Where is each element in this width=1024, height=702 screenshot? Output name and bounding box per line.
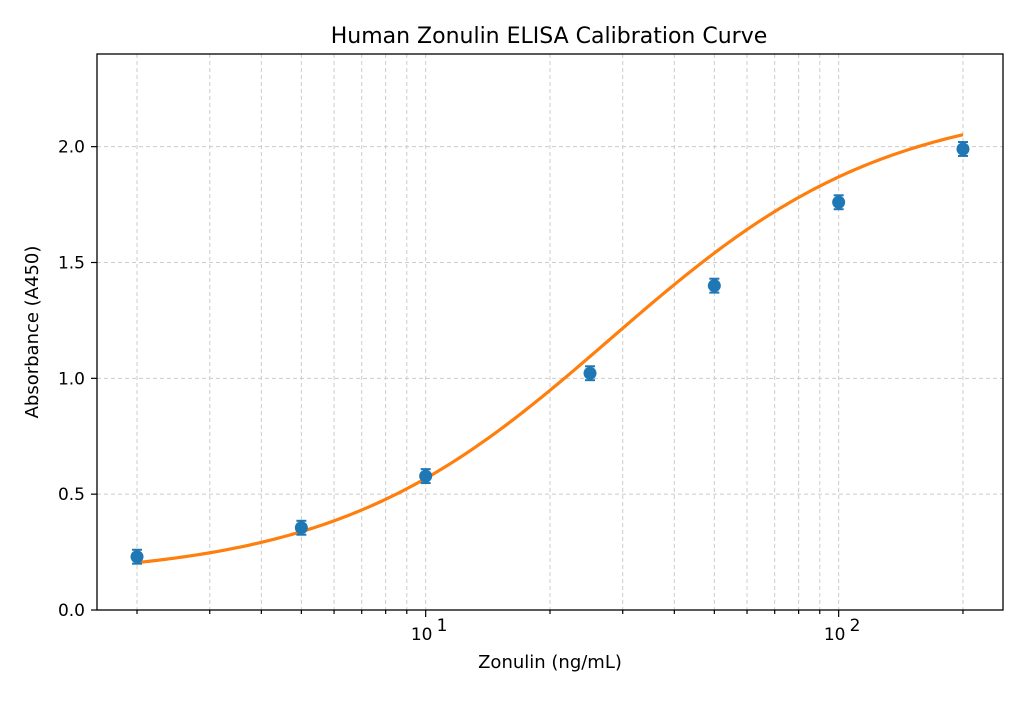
fit-curve-layer — [136, 133, 964, 565]
x-tick-label: 10 — [824, 625, 846, 645]
y-tick-label: 2.0 — [58, 138, 85, 158]
data-point — [956, 142, 970, 156]
x-tick-label-exponent: 2 — [850, 616, 861, 636]
x-axis-label: Zonulin (ng/mL) — [478, 652, 622, 673]
y-axis-label: Absorbance (A450) — [22, 246, 43, 419]
data-point — [583, 366, 597, 380]
data-point — [130, 550, 144, 564]
data-point — [294, 521, 308, 535]
fit-curve-line — [136, 133, 964, 565]
data-point — [419, 469, 433, 483]
y-tick-label: 1.5 — [58, 254, 85, 274]
chart-title: Human Zonulin ELISA Calibration Curve — [331, 24, 768, 49]
x-tick-label: 10 — [411, 625, 433, 645]
data-points-layer — [130, 141, 970, 565]
y-tick-label: 0.0 — [58, 601, 85, 621]
x-tick-label-exponent: 1 — [437, 616, 448, 636]
data-point — [832, 195, 846, 209]
y-tick-label: 0.5 — [58, 485, 85, 505]
axis-ticks: 0.00.51.01.52.010 1 10 2 — [58, 138, 964, 645]
data-point — [707, 279, 721, 293]
y-tick-label: 1.0 — [58, 369, 85, 389]
grid-lines — [97, 54, 1003, 611]
